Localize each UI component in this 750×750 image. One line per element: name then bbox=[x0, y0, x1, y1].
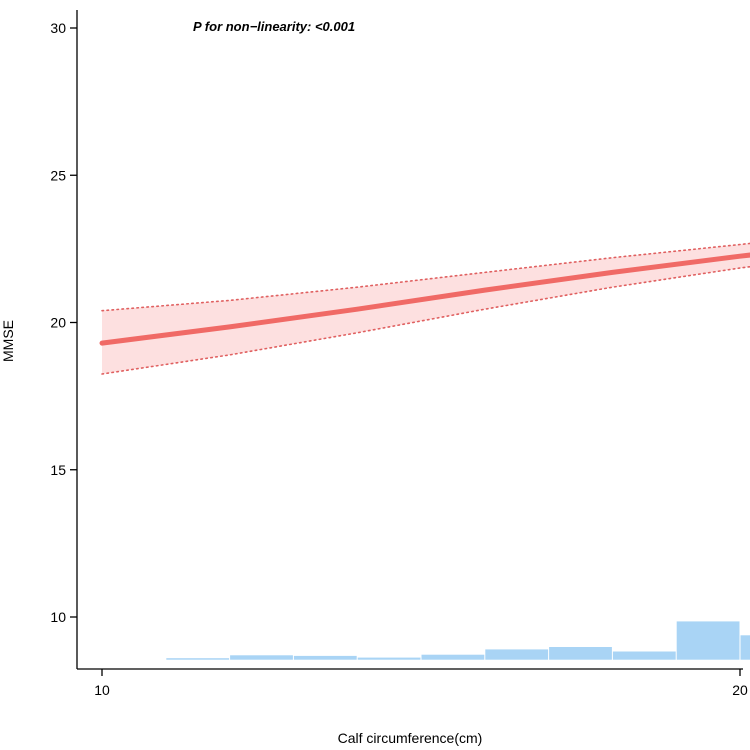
histogram-bar-8 bbox=[676, 621, 740, 660]
y-tick-label-15: 15 bbox=[50, 462, 66, 478]
ci-upper-line bbox=[101, 242, 750, 312]
nonlinearity-annotation: P for non−linearity: <0.001 bbox=[193, 19, 355, 34]
x-axis-title: Calf circumference(cm) bbox=[338, 730, 483, 746]
y-tick-label-25: 25 bbox=[50, 167, 66, 183]
fitted-curve bbox=[99, 252, 750, 346]
ci-lower-line bbox=[101, 265, 750, 375]
x-tick-label-10: 10 bbox=[94, 682, 110, 698]
histogram bbox=[166, 621, 750, 660]
confidence-band bbox=[101, 242, 750, 375]
histogram-bar-2 bbox=[293, 655, 357, 660]
y-tick-label-10: 10 bbox=[50, 609, 66, 625]
histogram-bar-5 bbox=[485, 649, 549, 660]
histogram-bar-9 bbox=[740, 635, 750, 660]
histogram-bar-4 bbox=[421, 654, 485, 660]
histogram-bar-7 bbox=[612, 651, 676, 660]
x-ticks: 10203040506070 bbox=[94, 669, 748, 698]
y-tick-label-20: 20 bbox=[50, 315, 66, 331]
histogram-bar-3 bbox=[357, 657, 421, 660]
fitted-curve-layer bbox=[99, 252, 750, 346]
y-ticks: 10 15 20 25 30 bbox=[50, 20, 77, 625]
y-tick-label-30: 30 bbox=[50, 20, 66, 36]
ci-band-fill bbox=[102, 243, 750, 374]
y-axis-title: MMSE bbox=[0, 320, 16, 362]
x-tick-label-20: 20 bbox=[732, 682, 748, 698]
histogram-bar-1 bbox=[230, 655, 293, 660]
histogram-bar-6 bbox=[549, 647, 612, 660]
histogram-bar-0 bbox=[166, 658, 230, 660]
